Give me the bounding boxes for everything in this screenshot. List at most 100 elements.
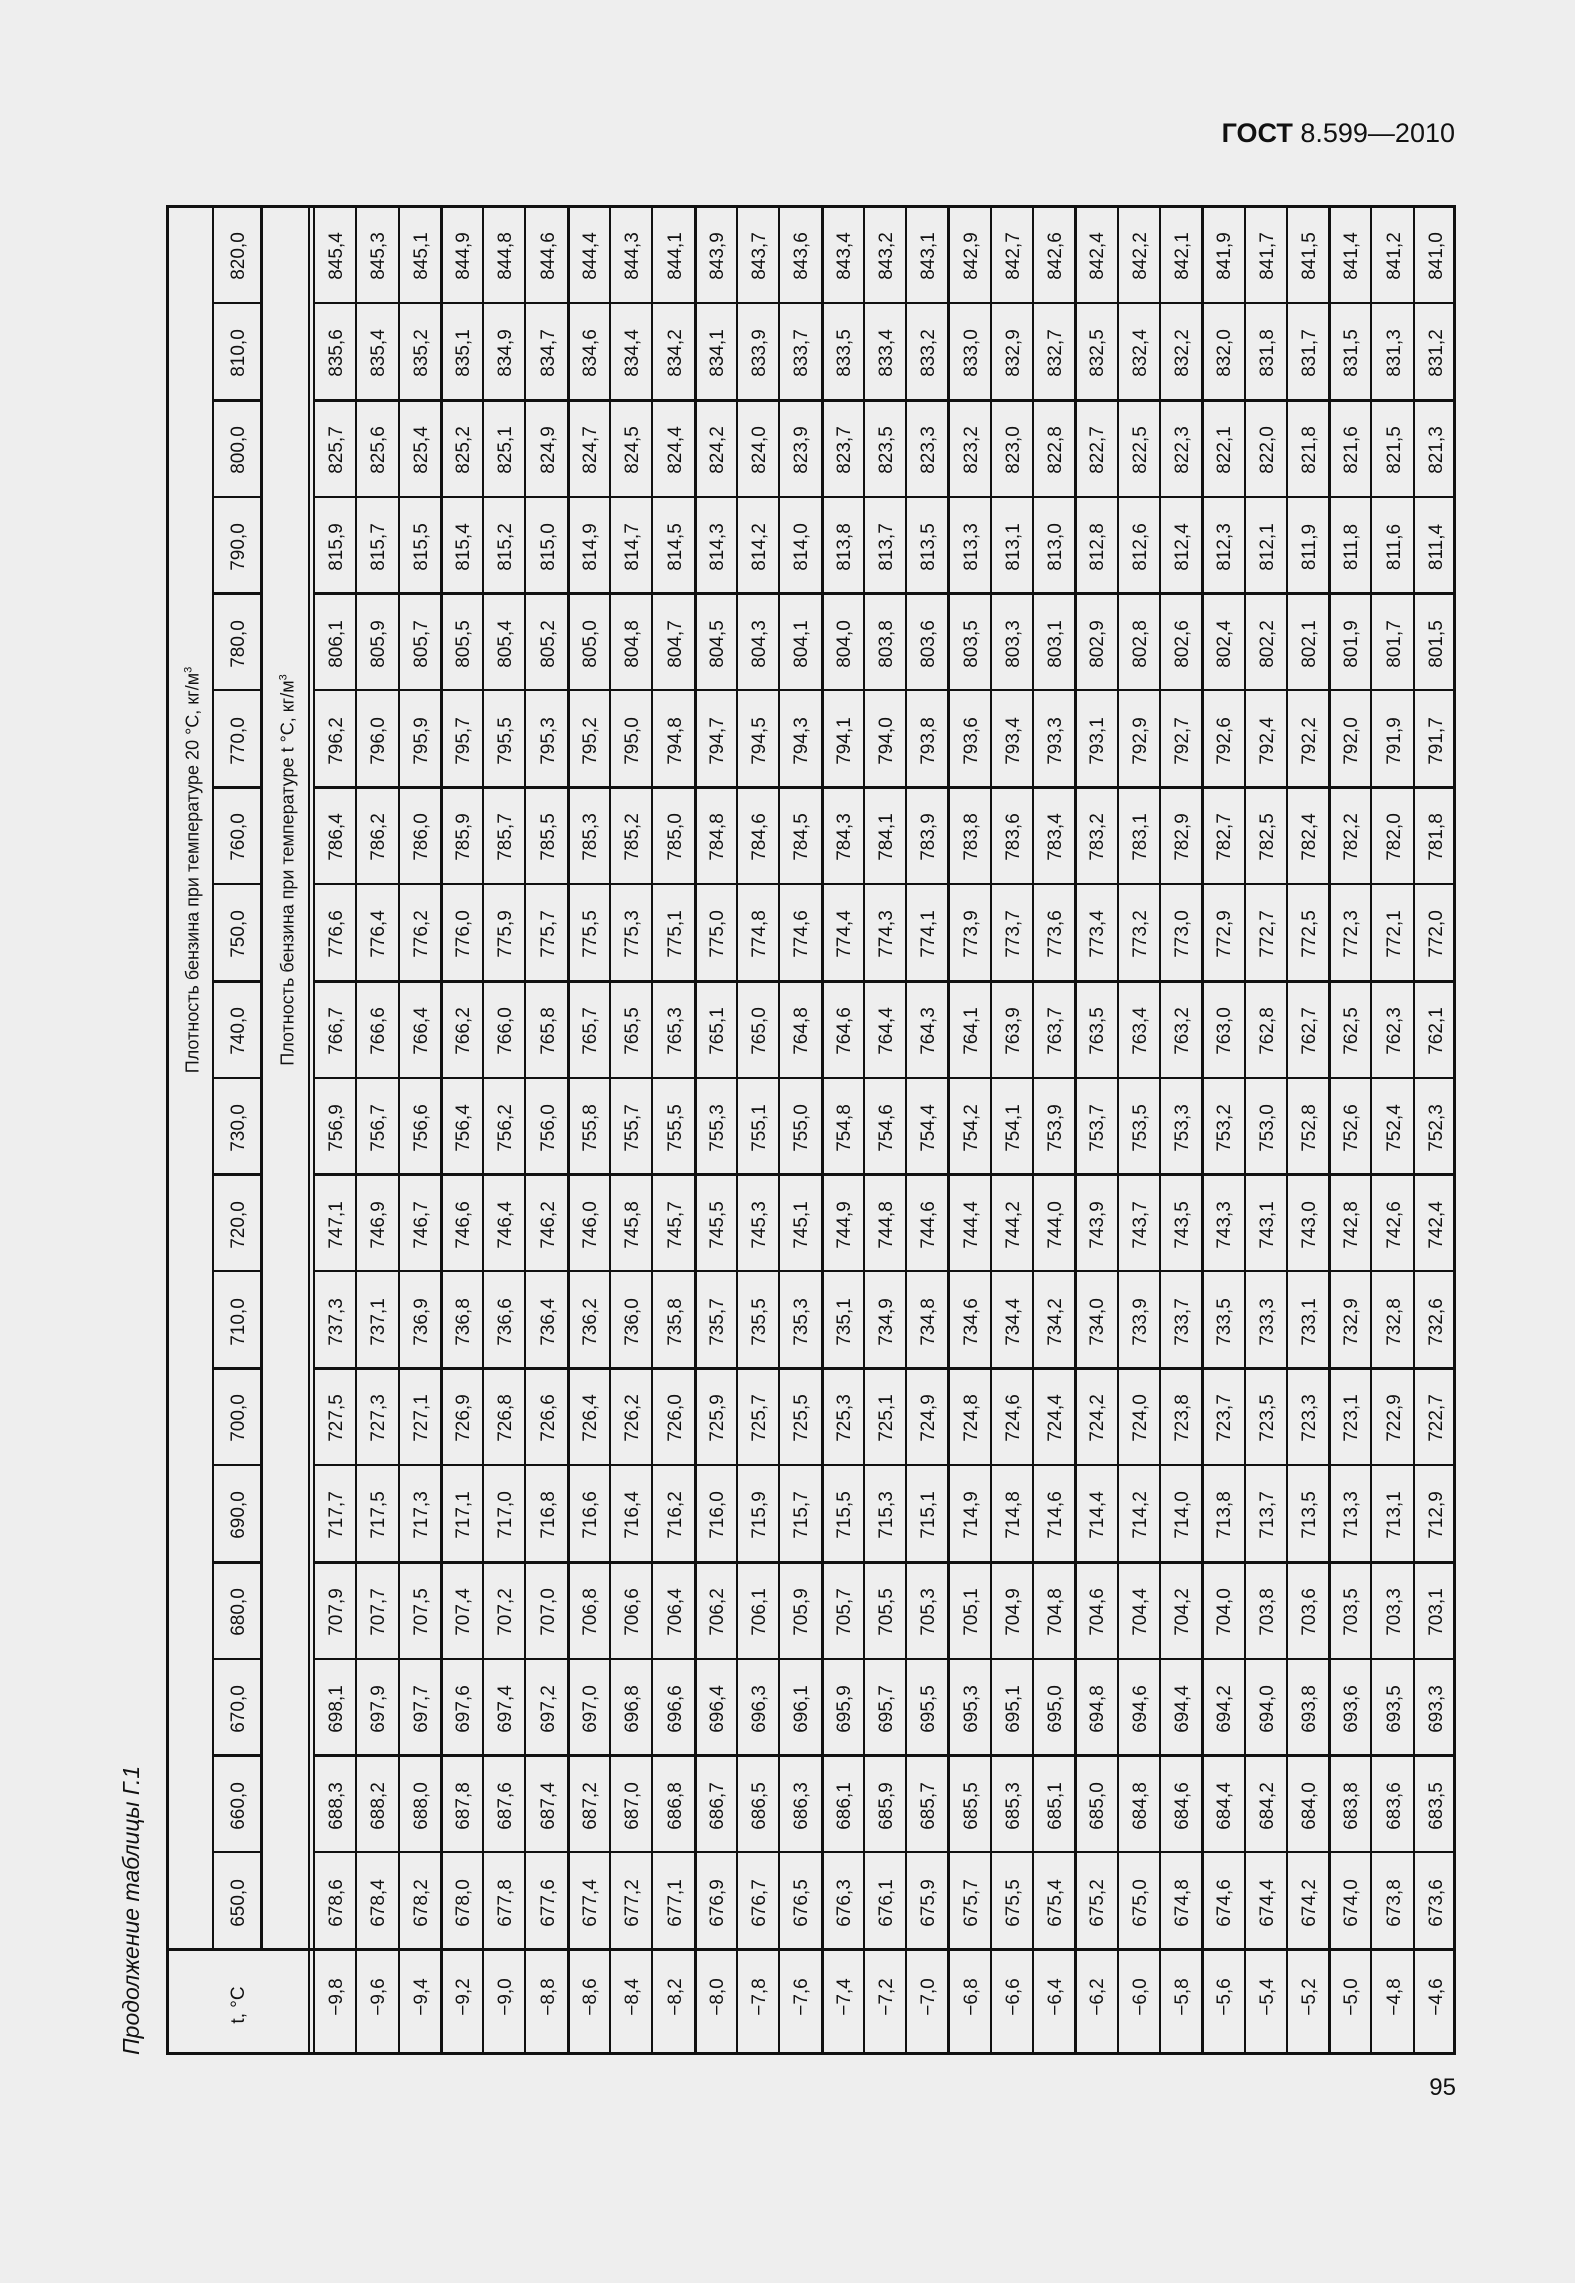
table-cell: 773,4 xyxy=(1087,910,1109,958)
density-20c-header: 750,0 xyxy=(228,910,250,958)
table-cell-text: 763,9 xyxy=(1002,1007,1024,1055)
grid-line xyxy=(212,1367,260,1370)
table-cell-text: 813,7 xyxy=(876,523,897,571)
temperature-cell-text: −8,8 xyxy=(537,1977,559,2016)
table-cell-text: 743,9 xyxy=(1087,1200,1109,1249)
table-cell: 766,2 xyxy=(453,1007,475,1055)
table-cell-text: 814,3 xyxy=(706,523,728,571)
table-cell: 832,9 xyxy=(1003,329,1025,377)
table-cell: 795,7 xyxy=(453,717,475,765)
table-cell-text: 762,8 xyxy=(1256,1007,1278,1055)
table-cell: 754,2 xyxy=(961,1104,983,1152)
table-cell-text: 776,4 xyxy=(368,910,390,959)
table-cell-text: 705,7 xyxy=(833,1588,855,1636)
table-cell-text: 792,4 xyxy=(1256,716,1278,765)
table-cell: 755,7 xyxy=(622,1104,644,1152)
table-continuation-caption: Продолжение таблицы Г.1 xyxy=(118,1765,144,2055)
table-cell-text: 683,8 xyxy=(1341,1781,1363,1830)
table-cell: 726,8 xyxy=(495,1395,517,1443)
table-cell: 683,6 xyxy=(1384,1782,1406,1830)
table-cell: 753,7 xyxy=(1087,1104,1109,1152)
table-cell: 725,5 xyxy=(791,1395,813,1443)
table-cell-text: 754,1 xyxy=(1002,1104,1024,1152)
table-cell: 813,7 xyxy=(876,523,898,571)
table-cell-text: 831,8 xyxy=(1256,329,1278,378)
table-cell: 695,1 xyxy=(1003,1685,1025,1733)
table-cell-text: 732,9 xyxy=(1341,1297,1363,1346)
table-cell: 843,9 xyxy=(707,233,729,281)
table-cell: 695,0 xyxy=(1045,1685,1067,1733)
table-cell: 843,6 xyxy=(791,233,813,281)
grid-line xyxy=(260,205,263,1948)
table-cell: 675,9 xyxy=(918,1879,940,1927)
table-cell: 684,4 xyxy=(1214,1782,1236,1830)
grid-line xyxy=(735,205,738,2055)
table-cell: 784,1 xyxy=(876,814,898,862)
grid-line xyxy=(313,1754,1455,1758)
table-cell: 784,6 xyxy=(749,814,771,862)
table-cell-text: 785,2 xyxy=(622,813,644,862)
table-cell-text: 791,9 xyxy=(1383,716,1405,765)
table-cell: 845,3 xyxy=(368,233,390,281)
table-cell-text: 774,3 xyxy=(876,910,897,959)
table-cell-text: 685,0 xyxy=(1087,1781,1109,1830)
table-cell: 697,4 xyxy=(495,1685,517,1733)
table-cell: 835,2 xyxy=(411,329,433,377)
table-cell-text: 812,1 xyxy=(1256,523,1278,571)
table-cell: 775,1 xyxy=(665,910,687,958)
table-cell: 782,0 xyxy=(1384,814,1406,862)
table-cell: 782,2 xyxy=(1341,814,1363,862)
table-cell-text: 736,2 xyxy=(579,1297,601,1346)
table-cell-text: 796,0 xyxy=(368,716,390,765)
grid-line xyxy=(212,301,260,304)
table-cell-text: 773,7 xyxy=(1002,910,1024,959)
temperature-cell: −9,8 xyxy=(326,1978,348,2016)
table-cell-text: 732,8 xyxy=(1383,1297,1405,1346)
table-cell-text: 831,7 xyxy=(1298,329,1320,378)
table-cell-text: 784,6 xyxy=(749,813,771,862)
table-cell: 678,0 xyxy=(453,1879,475,1927)
grid-line xyxy=(524,205,527,2055)
table-cell-text: 833,0 xyxy=(960,329,982,378)
table-cell: 744,8 xyxy=(876,1201,898,1249)
table-cell-text: 725,7 xyxy=(749,1394,771,1443)
table-cell-text: 756,6 xyxy=(410,1104,432,1152)
table-cell: 795,5 xyxy=(495,717,517,765)
table-cell-text: 716,6 xyxy=(579,1491,601,1540)
table-cell: 684,8 xyxy=(1130,1782,1152,1830)
table-cell: 743,5 xyxy=(1172,1201,1194,1249)
table-cell-text: 842,9 xyxy=(960,232,982,281)
grid-line xyxy=(212,1463,260,1466)
table-cell-text: 762,3 xyxy=(1383,1007,1405,1055)
table-cell-text: 696,1 xyxy=(791,1685,813,1733)
doc-prefix: ГОСТ xyxy=(1221,118,1293,148)
temperature-cell-text: −7,6 xyxy=(791,1977,813,2016)
density-20c-header-text: 780,0 xyxy=(228,619,249,668)
table-cell: 775,7 xyxy=(538,910,560,958)
table-cell-text: 804,3 xyxy=(749,619,771,668)
density-20c-header: 790,0 xyxy=(228,523,250,571)
table-cell-text: 803,1 xyxy=(1045,619,1067,668)
table-cell-text: 832,5 xyxy=(1087,329,1109,378)
table-cell-text: 733,5 xyxy=(1214,1297,1236,1346)
grid-line xyxy=(212,1851,260,1854)
table-cell-text: 752,6 xyxy=(1341,1104,1363,1152)
table-cell: 744,4 xyxy=(961,1201,983,1249)
table-cell: 755,3 xyxy=(707,1104,729,1152)
table-cell-text: 815,0 xyxy=(537,523,559,571)
table-cell: 715,7 xyxy=(791,1491,813,1539)
table-cell-text: 743,7 xyxy=(1129,1200,1151,1249)
span-header-density-20c-text: Плотность бензина при температуре 20 °С,… xyxy=(182,672,203,1073)
table-cell-text: 724,8 xyxy=(960,1394,982,1443)
grid-line xyxy=(1328,205,1332,2055)
table-cell-text: 785,3 xyxy=(579,813,601,862)
table-cell: 706,2 xyxy=(707,1588,729,1636)
table-cell-text: 724,9 xyxy=(918,1394,940,1443)
table-cell-text: 677,8 xyxy=(495,1878,517,1927)
table-cell-text: 735,1 xyxy=(833,1297,855,1346)
density-20c-header: 740,0 xyxy=(228,1007,250,1055)
table-cell-text: 706,2 xyxy=(706,1588,728,1636)
table-cell: 733,7 xyxy=(1172,1298,1194,1346)
table-cell-text: 843,2 xyxy=(876,232,897,281)
table-cell: 687,8 xyxy=(453,1782,475,1830)
